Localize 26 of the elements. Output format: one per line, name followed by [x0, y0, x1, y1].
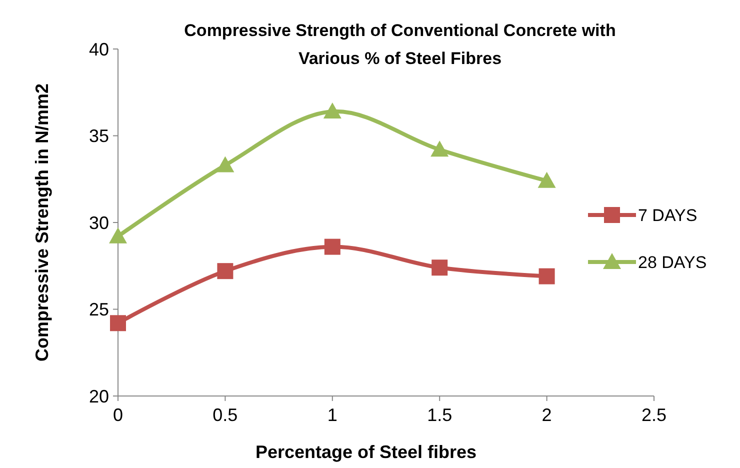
- x-tick-label: 2.5: [641, 405, 667, 425]
- point: [110, 315, 126, 332]
- chart-title: Compressive Strength of Conventional Concrete with Various % of Steel Fibres: [184, 21, 616, 68]
- point: [432, 260, 448, 276]
- point: [216, 156, 234, 172]
- legend-label: 7 DAYS: [638, 206, 698, 225]
- point: [538, 172, 556, 188]
- x-tick-label: 1.5: [427, 405, 452, 425]
- y-tick-label: 25: [88, 300, 109, 320]
- point: [430, 140, 449, 157]
- y-tick-label: 30: [88, 212, 109, 233]
- point: [324, 238, 340, 255]
- y-tick-label: 35: [88, 126, 109, 146]
- point: [538, 268, 555, 284]
- point: [217, 263, 234, 280]
- x-axis-title: Percentage of Steel fibres: [255, 442, 477, 462]
- x-tick-label: 2: [542, 405, 552, 425]
- y-tick-label: 40: [88, 39, 109, 60]
- legend-label: 28 DAYS: [638, 252, 707, 272]
- x-tick-label: 1: [327, 405, 338, 425]
- y-tick-label: 20: [88, 386, 109, 406]
- x-tick-label: 0: [112, 405, 124, 425]
- point: [109, 227, 127, 244]
- y-axis-title: Compressive Strength in N/mm2: [32, 83, 52, 362]
- x-tick-label: 0.5: [212, 405, 238, 425]
- point: [323, 102, 342, 118]
